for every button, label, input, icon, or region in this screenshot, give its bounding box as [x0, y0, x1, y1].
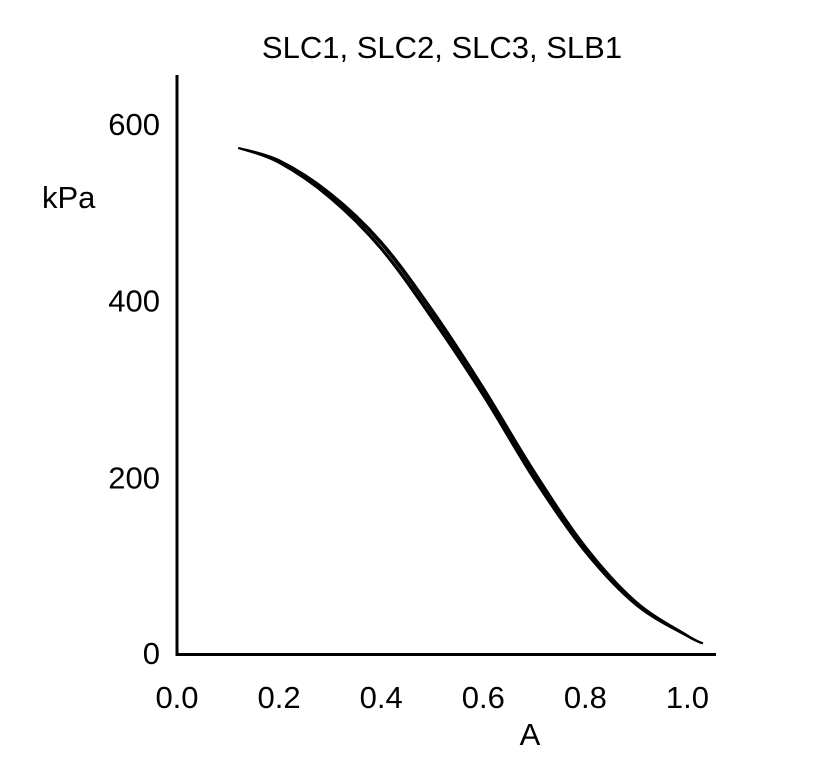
series-line-2 [238, 146, 704, 645]
x-axis-label: A [520, 717, 541, 752]
series-line-1 [237, 146, 704, 645]
y-tick-label: 400 [108, 284, 160, 319]
x-tick-label: 0.2 [258, 680, 301, 715]
y-tick-label: 200 [108, 460, 160, 495]
y-tick-label: 600 [108, 107, 160, 142]
series-line-4 [237, 146, 704, 645]
series-lines [237, 146, 704, 645]
x-tick-label: 0.6 [462, 680, 505, 715]
x-tick-label: 1.0 [666, 680, 709, 715]
y-tick-label: 0 [143, 636, 160, 671]
x-tick-label: 0.8 [564, 680, 607, 715]
y-axis-label: kPa [42, 180, 96, 215]
y-tick-labels: 0 200 400 600 [108, 107, 160, 671]
series-line-3 [237, 146, 704, 645]
x-tick-label: 0.0 [155, 680, 198, 715]
chart-title: SLC1, SLC2, SLC3, SLB1 [262, 30, 622, 65]
x-tick-labels: 0.0 0.2 0.4 0.6 0.8 1.0 [155, 680, 709, 715]
x-tick-label: 0.4 [360, 680, 403, 715]
